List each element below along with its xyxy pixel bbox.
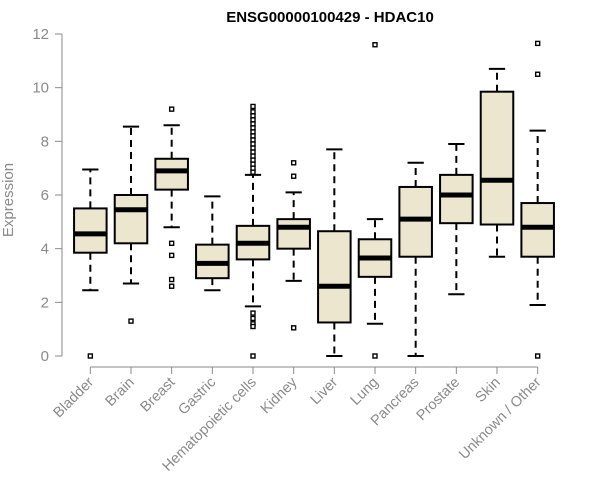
x-tick-label: Breast [138,375,179,416]
box-unknown-other [520,40,555,359]
box-pancreas [398,161,433,357]
box-gastric [195,195,230,292]
outlier-point [534,40,541,47]
x-tick-label: Brain [103,375,138,410]
box-prostate [439,143,474,296]
box-liver [317,148,352,357]
iqr-box [520,202,555,258]
outlier-point [250,169,256,175]
y-tick-label: 4 [41,241,49,258]
outlier-point [290,160,297,166]
y-tick-label: 10 [32,80,49,97]
outlier-point [250,310,256,316]
outlier-point [290,173,297,179]
outlier-point [372,42,378,48]
iqr-box [276,218,311,250]
box-kidney [276,160,311,331]
iqr-box [154,157,189,191]
outlier-point [128,318,134,324]
x-tick-label: Prostate [414,375,463,424]
outlier-point [250,103,256,110]
outlier-point [168,106,175,112]
y-tick-label: 6 [41,187,49,204]
y-tick-label: 12 [32,26,49,43]
x-tick-label: Liver [308,374,342,408]
y-tick-label: 2 [41,294,49,311]
outlier-point [168,252,175,259]
iqr-box [439,173,474,225]
x-tick-label: Bladder [51,374,98,421]
outlier-point [250,323,256,330]
iqr-box [317,230,352,324]
box-brain [113,125,149,324]
y-axis: 0 2 4 6 8 10 12 [32,26,63,365]
outlier-point [168,240,175,247]
y-tick-label: 8 [41,133,49,150]
outlier-point [168,283,175,289]
iqr-box [113,194,149,245]
y-axis-label: Expression [0,163,17,237]
outlier-point [87,353,94,359]
box-bladder [73,168,108,359]
outlier-point [250,353,256,359]
x-tick-label: Lung [348,375,382,409]
x-tick-label: Skin [473,375,504,406]
x-tick-label: Kidney [258,374,301,417]
outlier-point [534,353,541,359]
iqr-box [398,185,433,258]
outlier-point [250,315,256,322]
y-tick-label: 0 [41,348,49,365]
box-lung [357,42,393,359]
chart-title: ENSG00000100429 - HDAC10 [226,9,434,26]
iqr-box [479,90,515,226]
box-breast [154,106,189,289]
iqr-box [73,207,108,254]
box-skin [479,67,515,258]
plot-area [73,40,555,359]
outlier-point [168,276,175,283]
outlier-point [290,325,297,331]
box-hematopoietic-cells [235,103,271,359]
outlier-point [534,71,541,77]
outlier-point [372,353,378,359]
